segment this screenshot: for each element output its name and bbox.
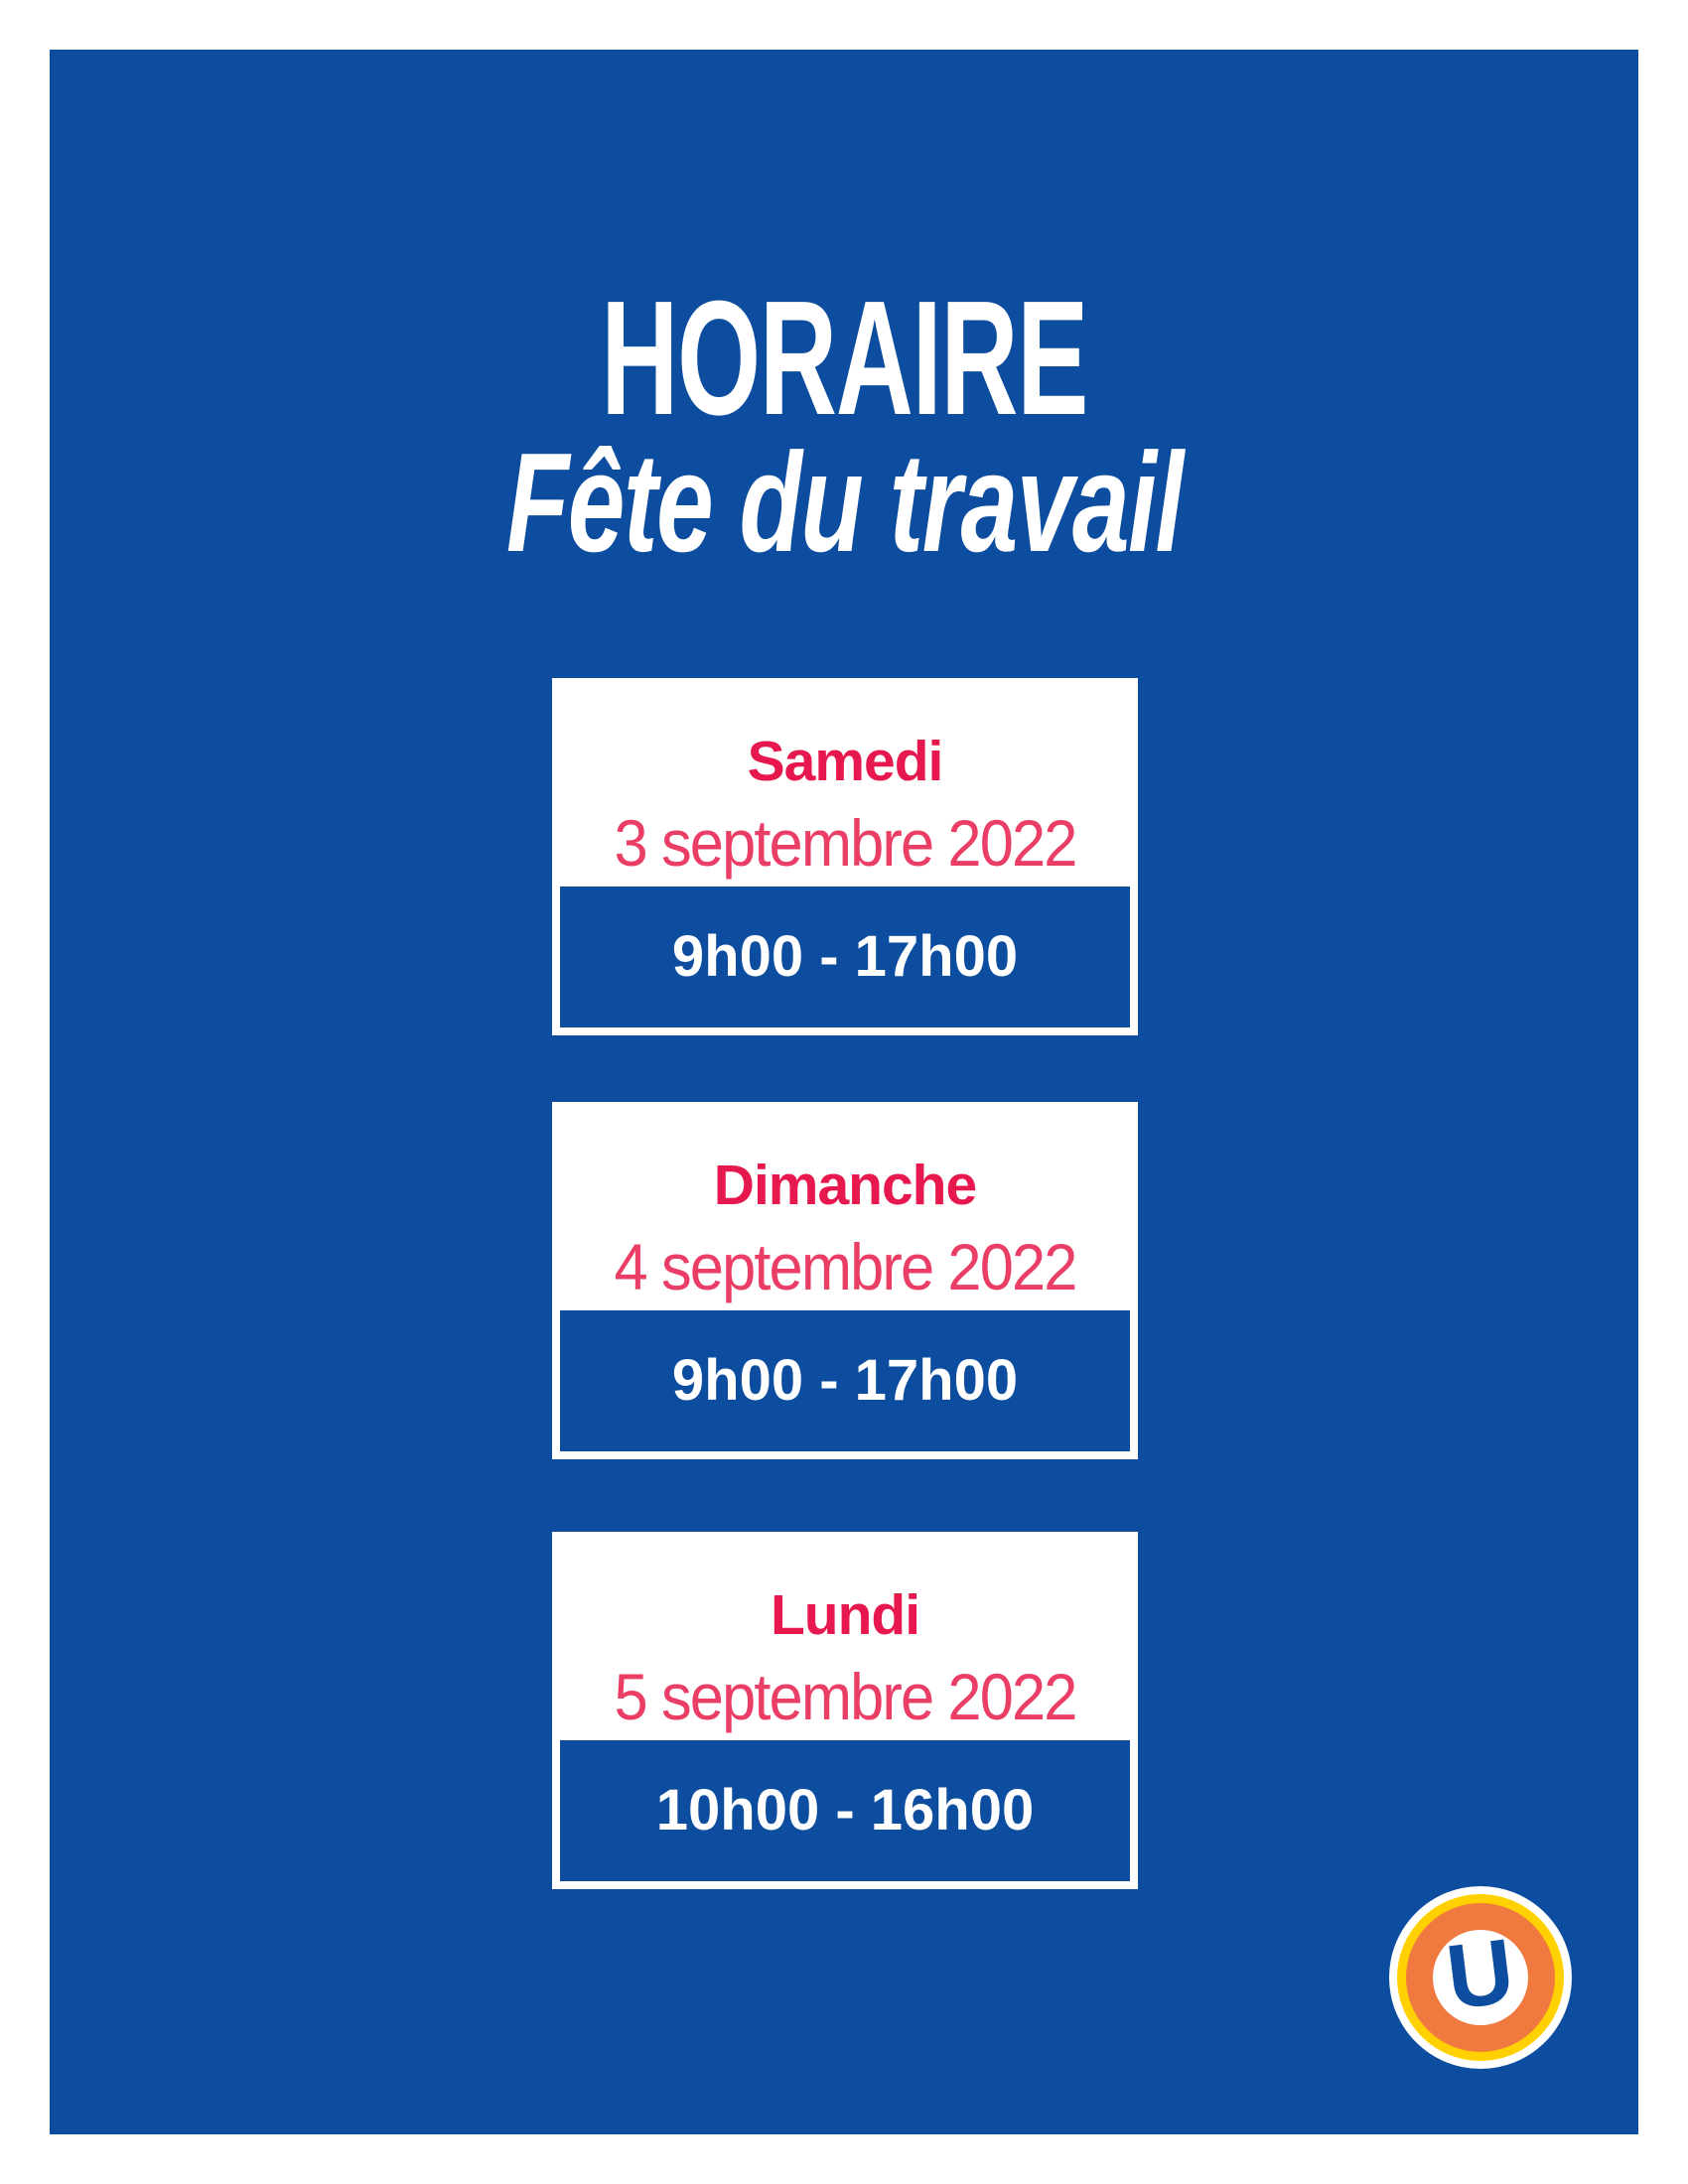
magasins-u-logo-icon: U: [1389, 1886, 1572, 2069]
schedule-card-sunday: Dimanche 4 septembre 2022 9h00 - 17h00: [552, 1102, 1138, 1459]
hours-bar: 9h00 - 17h00: [560, 1310, 1130, 1451]
poster-subtitle: Fête du travail: [50, 419, 1638, 588]
day-label: Dimanche: [713, 1154, 977, 1217]
date-text: 4 septembre 2022: [614, 1230, 1077, 1303]
logo-yellow-ring: U: [1397, 1894, 1564, 2061]
date-label: 5 septembre 2022: [552, 1653, 1138, 1740]
logo-u-letter: U: [1441, 1920, 1519, 2029]
date-label: 4 septembre 2022: [552, 1223, 1138, 1310]
schedule-card-monday: Lundi 5 septembre 2022 10h00 - 16h00: [552, 1532, 1138, 1889]
hours-bar: 9h00 - 17h00: [560, 887, 1130, 1027]
hours-label: 9h00 - 17h00: [671, 1348, 1019, 1413]
logo-orange-ring: U: [1406, 1903, 1555, 2052]
logo-white-disc: U: [1433, 1920, 1528, 2029]
poster-blue-canvas: HORAIRE Fête du travail Samedi 3 septemb…: [50, 50, 1638, 2134]
hours-bar: 10h00 - 16h00: [560, 1740, 1130, 1881]
date-label: 3 septembre 2022: [552, 799, 1138, 887]
hours-label: 10h00 - 16h00: [655, 1778, 1035, 1843]
date-text: 3 septembre 2022: [614, 806, 1077, 880]
date-text: 5 septembre 2022: [614, 1660, 1077, 1733]
day-label: Lundi: [770, 1583, 920, 1647]
poster-title: HORAIRE: [50, 269, 1638, 448]
poster-title-text: HORAIRE: [601, 267, 1088, 449]
schedule-card-saturday: Samedi 3 septembre 2022 9h00 - 17h00: [552, 678, 1138, 1035]
hours-label: 9h00 - 17h00: [671, 924, 1019, 989]
day-label: Samedi: [747, 730, 944, 793]
poster-subtitle-text: Fête du travail: [505, 424, 1184, 582]
